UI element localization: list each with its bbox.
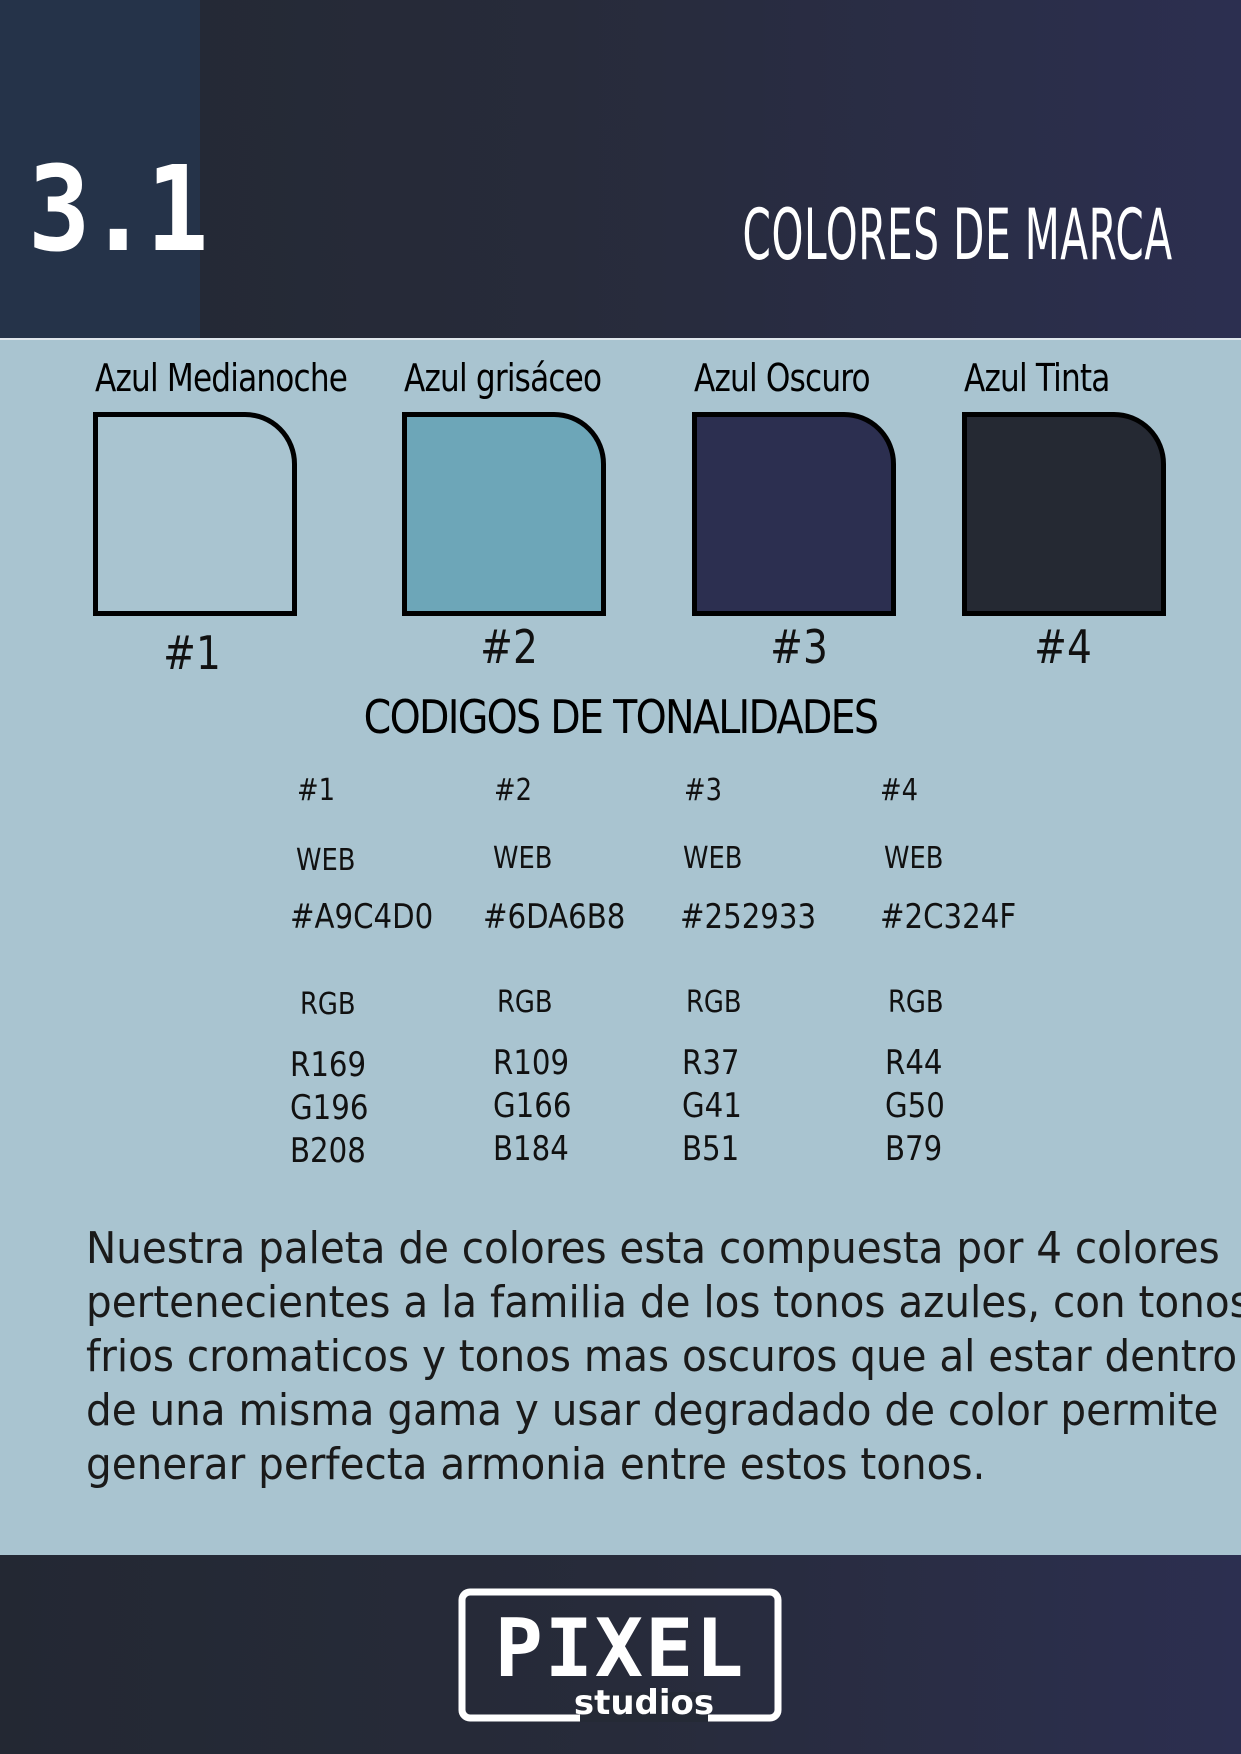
hex-code: #A9C4D0 xyxy=(290,897,434,937)
codes-title: CODIGOS DE TONALIDADES xyxy=(363,690,879,744)
rgb-b: B51 xyxy=(682,1129,740,1169)
description-line: de una misma gama y usar degradado de co… xyxy=(86,1385,1219,1436)
header-divider xyxy=(0,338,1241,340)
code-number: #4 xyxy=(880,773,919,808)
rgb-r: R169 xyxy=(290,1045,367,1085)
swatch-number-3: #3 xyxy=(770,620,828,674)
code-number: #3 xyxy=(684,773,723,808)
rgb-g: G166 xyxy=(493,1086,572,1126)
swatch-name-3: Azul Oscuro xyxy=(694,356,871,400)
web-label: WEB xyxy=(683,841,743,876)
color-swatch-2 xyxy=(402,412,606,616)
pixel-studios-logo: PIXEL studios xyxy=(458,1588,782,1722)
logo-wordmark: PIXEL xyxy=(495,1602,746,1695)
rgb-g: G196 xyxy=(290,1088,369,1128)
code-number: #1 xyxy=(297,773,336,808)
color-swatch-1 xyxy=(93,412,297,616)
rgb-label: RGB xyxy=(888,985,944,1020)
page-title: COLORES DE MARCA xyxy=(742,194,1173,276)
hex-code: #2C324F xyxy=(880,897,1017,937)
swatch-name-1: Azul Medianoche xyxy=(95,356,348,400)
code-number: #2 xyxy=(494,773,533,808)
rgb-r: R37 xyxy=(682,1043,740,1083)
description-line: frios cromaticos y tonos mas oscuros que… xyxy=(86,1331,1238,1382)
rgb-b: B79 xyxy=(885,1129,943,1169)
rgb-g: G50 xyxy=(885,1086,945,1126)
hex-code: #252933 xyxy=(680,897,817,937)
description-line: generar perfecta armonia entre estos ton… xyxy=(86,1439,986,1490)
web-label: WEB xyxy=(296,843,356,878)
color-swatch-3 xyxy=(692,412,896,616)
section-number: 3.1 xyxy=(28,140,209,278)
rgb-b: B208 xyxy=(290,1131,366,1171)
rgb-r: R44 xyxy=(885,1043,943,1083)
swatch-name-2: Azul grisáceo xyxy=(404,356,602,400)
hex-code: #6DA6B8 xyxy=(483,897,626,937)
description-line: Nuestra paleta de colores esta compuesta… xyxy=(86,1223,1220,1274)
web-label: WEB xyxy=(884,841,944,876)
swatch-number-4: #4 xyxy=(1034,620,1092,674)
description-paragraph: Nuestra paleta de colores esta compuesta… xyxy=(86,1222,1241,1492)
swatch-number-1: #1 xyxy=(163,626,221,680)
rgb-label: RGB xyxy=(300,987,356,1022)
logo-subtitle: studios xyxy=(574,1683,714,1722)
rgb-r: R109 xyxy=(493,1043,570,1083)
web-label: WEB xyxy=(493,841,553,876)
color-swatch-4 xyxy=(962,412,1166,616)
rgb-g: G41 xyxy=(682,1086,742,1126)
rgb-label: RGB xyxy=(686,985,742,1020)
header-band xyxy=(0,0,1241,338)
description-line: pertenecientes a la familia de los tonos… xyxy=(86,1277,1241,1328)
rgb-b: B184 xyxy=(493,1129,569,1169)
rgb-label: RGB xyxy=(497,985,553,1020)
swatch-name-4: Azul Tinta xyxy=(964,356,1110,400)
section-number-box xyxy=(0,0,200,338)
swatch-number-2: #2 xyxy=(480,620,538,674)
